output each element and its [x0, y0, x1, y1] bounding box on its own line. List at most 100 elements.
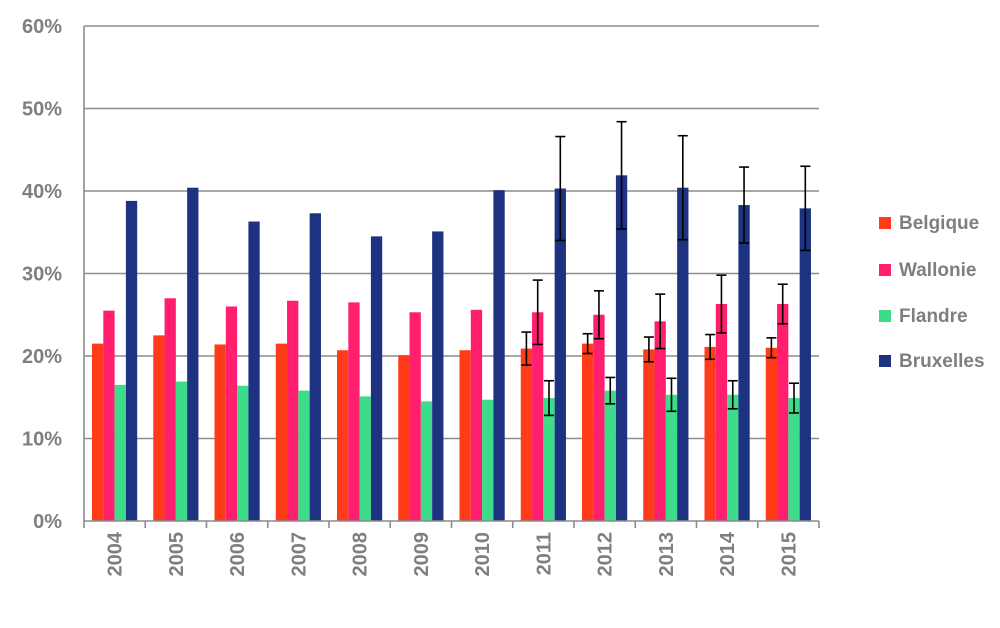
error-bar-belgique-2011 — [521, 331, 532, 366]
bar-wallonie-2005 — [164, 298, 176, 521]
y-tick-label: 50% — [22, 99, 62, 121]
error-bar-bruxelles-2012 — [616, 120, 627, 230]
bar-belgique-2005 — [153, 335, 165, 521]
bar-bruxelles-2014 — [738, 205, 750, 521]
x-tick-label: 2013 — [656, 532, 678, 577]
y-tick-label: 60% — [22, 16, 62, 38]
bar-bruxelles-2004 — [125, 200, 138, 521]
x-tick-label: 2015 — [778, 532, 800, 577]
y-axis-tick-labels: 0% 10% 20% 30% 40% 50% 60% — [22, 16, 62, 533]
bar-wallonie-2007 — [287, 300, 299, 521]
bar-belgique-2012 — [582, 343, 594, 521]
bar-wallonie-2012 — [593, 314, 605, 521]
legend-item-belgique: Belgique — [879, 213, 979, 234]
x-tick-label: 2009 — [411, 532, 433, 577]
bar-belgique-2004 — [92, 343, 104, 521]
bar-wallonie-2009 — [409, 312, 421, 521]
error-bar-wallonie-2013 — [655, 293, 666, 350]
x-tick-label: 2010 — [472, 532, 494, 577]
bar-flandre-2011 — [543, 398, 555, 521]
bar-flandre-2010 — [482, 399, 494, 521]
x-tick-label: 2006 — [227, 532, 249, 577]
x-tick-label: 2005 — [166, 532, 188, 577]
bar-bruxelles-2011 — [554, 188, 566, 521]
bar-belgique-2013 — [643, 349, 655, 521]
x-tick-label: 2012 — [595, 532, 617, 577]
legend-swatch — [879, 264, 891, 276]
bar-bruxelles-2006 — [248, 221, 260, 521]
legend-label: Bruxelles — [899, 351, 985, 372]
bar-flandre-2006 — [237, 385, 249, 521]
y-tick-label: 10% — [22, 429, 62, 451]
x-axis-tick-labels: 2004 2005 2006 2007 2008 2009 2010 2011 2012 2013… — [105, 531, 801, 576]
bar-belgique-2009 — [398, 355, 410, 521]
bar-bruxelles-2007 — [309, 213, 321, 521]
bar-flandre-2013 — [665, 394, 678, 521]
error-bar-wallonie-2015 — [777, 283, 788, 325]
error-bar-belgique-2014 — [705, 333, 716, 361]
bar-wallonie-2004 — [103, 310, 115, 521]
bar-bruxelles-2009 — [432, 231, 444, 522]
bar-flandre-2005 — [175, 381, 188, 521]
bar-bruxelles-2015 — [799, 208, 811, 521]
error-bar-flandre-2013 — [666, 377, 677, 413]
bar-flandre-2014 — [727, 394, 739, 521]
bar-flandre-2008 — [359, 396, 371, 521]
error-bar-belgique-2013 — [643, 336, 654, 363]
error-bar-belgique-2012 — [582, 332, 593, 355]
legend-label: Wallonie — [899, 260, 976, 281]
bar-belgique-2007 — [275, 343, 288, 521]
bar-belgique-2006 — [214, 344, 226, 521]
bar-flandre-2015 — [788, 398, 800, 521]
bar-wallonie-2014 — [715, 304, 728, 521]
legend-swatch — [879, 355, 891, 367]
error-bar-flandre-2015 — [789, 382, 799, 414]
bar-bruxelles-2013 — [677, 187, 689, 521]
error-bar-bruxelles-2014 — [739, 166, 750, 244]
bar-wallonie-2011 — [532, 312, 544, 521]
x-tick-label: 2004 — [105, 531, 127, 576]
bar-belgique-2008 — [337, 350, 349, 521]
legend-swatch — [879, 310, 891, 322]
legend-label: Flandre — [899, 306, 968, 327]
bar-series — [92, 175, 811, 522]
legend-label: Belgique — [899, 213, 979, 234]
bar-bruxelles-2005 — [187, 187, 199, 521]
y-tick-label: 0% — [33, 511, 62, 533]
bar-bruxelles-2010 — [493, 190, 505, 522]
error-bar-wallonie-2014 — [716, 274, 727, 334]
error-bar-flandre-2012 — [605, 376, 616, 405]
bar-flandre-2007 — [298, 390, 310, 521]
y-tick-label: 20% — [22, 346, 62, 368]
bar-wallonie-2006 — [225, 306, 238, 521]
legend: Belgique Wallonie Flandre Bruxelles — [879, 213, 985, 372]
legend-item-wallonie: Wallonie — [879, 260, 976, 281]
error-bar-wallonie-2012 — [593, 290, 604, 340]
legend-item-bruxelles: Bruxelles — [879, 351, 985, 372]
x-tick-label: 2014 — [717, 531, 739, 576]
error-bar-bruxelles-2011 — [555, 135, 566, 242]
bar-belgique-2014 — [704, 346, 716, 521]
error-bar-flandre-2011 — [544, 379, 554, 417]
x-tick-label: 2008 — [350, 532, 372, 577]
error-bar-flandre-2014 — [727, 379, 738, 410]
bar-belgique-2015 — [765, 347, 778, 521]
x-tick-label: 2007 — [288, 532, 310, 577]
bar-belgique-2010 — [459, 350, 471, 521]
axes — [83, 26, 820, 528]
error-bar-bruxelles-2013 — [677, 134, 688, 241]
bar-bruxelles-2012 — [615, 175, 628, 521]
legend-swatch — [879, 217, 891, 229]
bar-wallonie-2008 — [348, 302, 360, 521]
error-bar-belgique-2015 — [766, 337, 777, 359]
x-tick-label: 2011 — [533, 532, 555, 575]
error-bars — [521, 120, 811, 417]
legend-item-flandre: Flandre — [879, 306, 968, 327]
gridlines — [84, 25, 819, 440]
bar-flandre-2012 — [604, 390, 616, 521]
error-bar-wallonie-2011 — [532, 279, 543, 346]
bar-wallonie-2010 — [470, 309, 483, 521]
bar-wallonie-2015 — [777, 304, 789, 521]
error-bar-bruxelles-2015 — [800, 165, 811, 252]
